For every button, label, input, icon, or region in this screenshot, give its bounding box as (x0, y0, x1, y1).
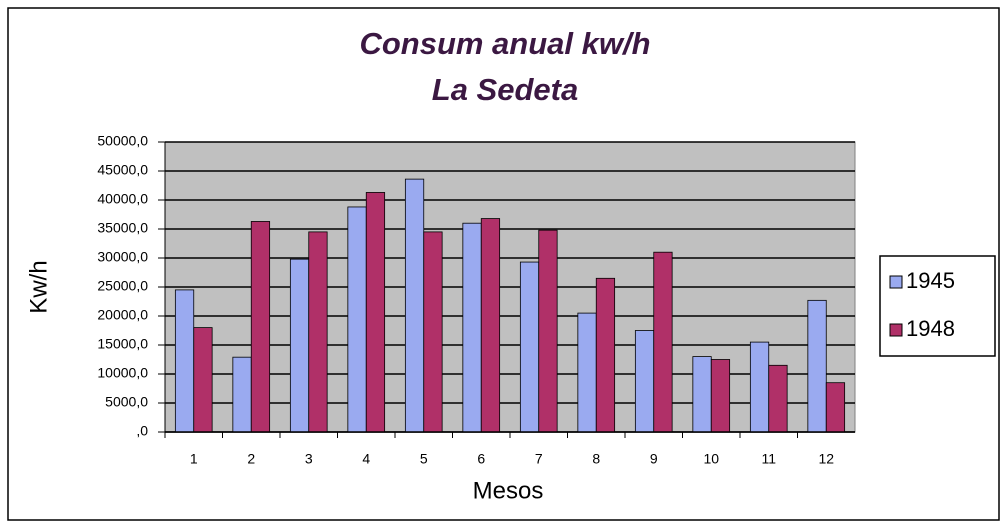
x-tick-label: 9 (650, 451, 658, 467)
x-tick-label: 12 (818, 451, 834, 467)
x-tick-label: 11 (761, 451, 776, 467)
y-tick-label: 25000,0 (97, 278, 148, 294)
bar (538, 229, 558, 433)
bar (193, 327, 213, 433)
y-tick-label: 30000,0 (97, 249, 148, 265)
x-tick-label: 4 (362, 451, 370, 467)
x-axis-title: Mesos (473, 477, 544, 504)
x-tick-label: 10 (703, 451, 719, 467)
bar (250, 221, 271, 433)
bar (634, 330, 655, 433)
y-axis-title: Kw/h (25, 260, 52, 313)
y-tick-label: ,0 (136, 423, 148, 439)
legend-swatch (889, 323, 903, 337)
y-tick-label: 35000,0 (97, 220, 148, 236)
x-tick-label: 2 (247, 451, 255, 467)
bar (308, 231, 328, 433)
x-tick-label: 5 (420, 451, 428, 467)
bar (595, 277, 616, 433)
y-tick-label: 45000,0 (97, 162, 148, 178)
bar (289, 258, 310, 433)
x-tick-label: 1 (190, 451, 198, 467)
y-tick-label: 15000,0 (97, 336, 148, 352)
bar (653, 251, 673, 433)
x-tick-label: 6 (477, 451, 485, 467)
y-tick-label: 20000,0 (97, 307, 148, 323)
bar (710, 359, 731, 433)
bar (519, 261, 540, 433)
bar (749, 341, 770, 433)
bar (692, 356, 712, 433)
bar (825, 382, 846, 433)
bar (347, 206, 367, 433)
legend-label: 1948 (906, 316, 955, 341)
x-tick-label: 3 (305, 451, 313, 467)
legend-label: 1945 (906, 268, 955, 293)
legend-box (879, 255, 996, 357)
y-tick-label: 10000,0 (97, 365, 148, 381)
x-tick-label: 8 (592, 451, 600, 467)
bar (462, 222, 482, 433)
x-tick-label: 7 (535, 451, 543, 467)
legend-swatch (889, 275, 903, 289)
bar (807, 299, 827, 433)
y-tick-label: 40000,0 (97, 191, 148, 207)
bar (404, 178, 425, 433)
chart-title: Consum anual kw/h (359, 26, 650, 61)
bar (423, 231, 443, 433)
bar (365, 192, 386, 433)
bar (480, 218, 501, 433)
y-tick-label: 5000,0 (105, 394, 148, 410)
y-tick-label: 50000,0 (97, 133, 148, 149)
bar (174, 289, 195, 433)
bar (768, 364, 788, 433)
bar (232, 356, 252, 433)
chart-title: La Sedeta (432, 72, 578, 107)
bar (577, 312, 597, 433)
